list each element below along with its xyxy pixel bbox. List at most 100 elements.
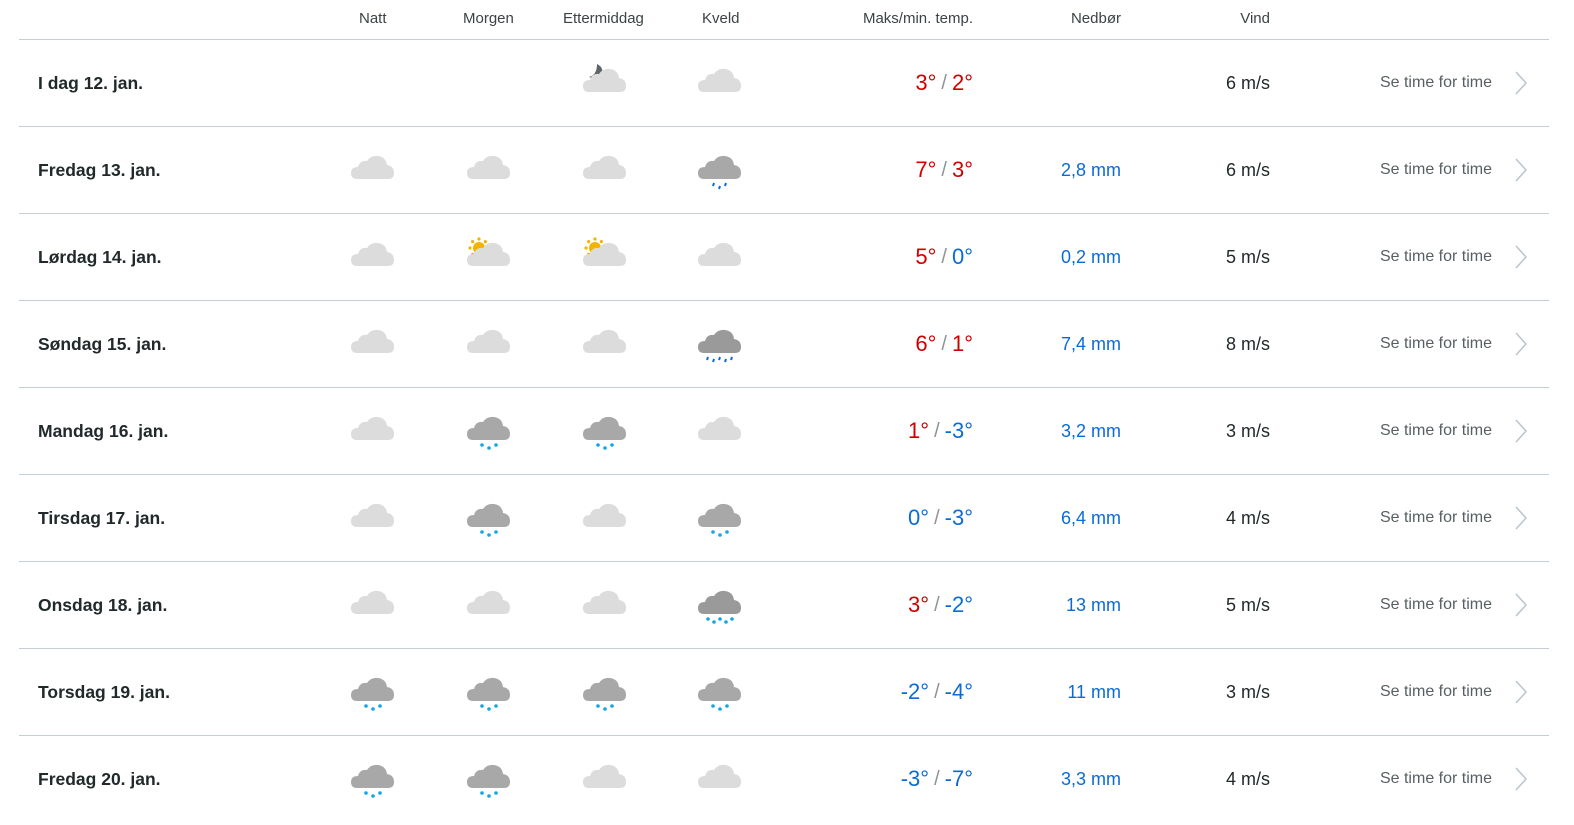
- temperature: 7°/3°: [915, 127, 973, 213]
- forecast-row[interactable]: Tirsdag 17. jan. 0° / -3° 6,4 mm 4 m/s Se …: [19, 475, 1549, 562]
- forecast-row[interactable]: Fredag 20. jan. -3° / -7° 3,3 mm 4 m/s Se …: [19, 736, 1549, 822]
- precipitation: 6,4 mm: [1060, 507, 1121, 528]
- chevron-right-icon[interactable]: [1513, 388, 1529, 474]
- cloudy-icon: [580, 562, 630, 648]
- light-snow-icon: [580, 649, 630, 735]
- cloudy-icon: [348, 475, 398, 561]
- min-temp: -3°: [944, 418, 973, 443]
- light-snow-icon: [464, 649, 514, 735]
- cloudy-icon: [348, 388, 398, 474]
- cloudy-icon: [695, 40, 745, 126]
- hourly-link[interactable]: Se time for time: [1379, 422, 1492, 439]
- cloudy-icon: [464, 562, 514, 648]
- rain-icon: [695, 301, 745, 387]
- cloudy-icon: [580, 475, 630, 561]
- temp-separator: /: [941, 71, 947, 94]
- header-wind: Vind: [1240, 10, 1270, 27]
- chevron-right-icon[interactable]: [1513, 40, 1529, 126]
- forecast-row[interactable]: Mandag 16. jan. 1° / -3° 3,2 mm 3 m/s Se t…: [19, 388, 1549, 475]
- day-label: Fredag 20. jan.: [38, 768, 161, 789]
- temperature: -3° / -7°: [901, 736, 973, 822]
- temp-separator: /: [934, 419, 940, 442]
- max-temp: 5°: [915, 244, 937, 269]
- cloudy-icon: [348, 214, 398, 300]
- light-snow-icon: [464, 736, 514, 822]
- wind: 4 m/s: [1225, 768, 1270, 789]
- wind: 3 m/s: [1225, 420, 1270, 441]
- chevron-right-icon[interactable]: [1513, 649, 1529, 735]
- precipitation: 3,3 mm: [1060, 768, 1121, 789]
- cloudy-icon: [695, 736, 745, 822]
- max-temp: 3°: [915, 70, 937, 95]
- temperature: -2° / -4°: [901, 649, 973, 735]
- max-temp: -2°: [900, 679, 930, 704]
- day-label: Søndag 15. jan.: [38, 333, 167, 354]
- chevron-right-icon[interactable]: [1513, 301, 1529, 387]
- temp-separator: /: [941, 245, 947, 268]
- min-temp: 0°: [951, 244, 973, 269]
- table-header: Natt Morgen Ettermiddag Kveld Maks/min. …: [19, 0, 1549, 40]
- forecast-row[interactable]: Lørdag 14. jan. 5°/0° 0,2 mm 5 m/s Se ti…: [19, 214, 1549, 301]
- forecast-row[interactable]: I dag 12. jan. 3°/2° 6 m/s Se time for t…: [19, 40, 1549, 127]
- wind: 4 m/s: [1225, 507, 1270, 528]
- chevron-right-icon[interactable]: [1513, 475, 1529, 561]
- hourly-link[interactable]: Se time for time: [1379, 509, 1492, 526]
- chevron-right-icon[interactable]: [1513, 562, 1529, 648]
- temp-separator: /: [934, 506, 940, 529]
- partly-cloudy-day-icon: [464, 214, 514, 300]
- chevron-right-icon[interactable]: [1513, 214, 1529, 300]
- precipitation: 13 mm: [1065, 594, 1121, 615]
- hourly-link[interactable]: Se time for time: [1379, 74, 1492, 91]
- hourly-link[interactable]: Se time for time: [1379, 248, 1492, 265]
- forecast-row[interactable]: Torsdag 19. jan. -2° / -4° 11 mm 3 m/s Se …: [19, 649, 1549, 736]
- hourly-link[interactable]: Se time for time: [1379, 683, 1492, 700]
- temp-separator: /: [934, 593, 940, 616]
- max-temp: -3°: [900, 766, 930, 791]
- min-temp: 2°: [951, 70, 973, 95]
- chevron-right-icon[interactable]: [1513, 127, 1529, 213]
- header-precip: Nedbør: [1070, 10, 1121, 27]
- header-natt: Natt: [359, 10, 387, 27]
- min-temp: 1°: [951, 331, 973, 356]
- min-temp: 3°: [951, 157, 973, 182]
- forecast-row[interactable]: Onsdag 18. jan. 3° / -2° 13 mm 5 m/s Se ti…: [19, 562, 1549, 649]
- precipitation: 0,2 mm: [1060, 246, 1121, 267]
- hourly-link[interactable]: Se time for time: [1379, 335, 1492, 352]
- hourly-link[interactable]: Se time for time: [1379, 596, 1492, 613]
- max-temp: 1°: [908, 418, 930, 443]
- precipitation: 7,4 mm: [1060, 333, 1121, 354]
- day-label: Onsdag 18. jan.: [38, 594, 168, 615]
- wind: 6 m/s: [1225, 159, 1270, 180]
- temp-separator: /: [934, 767, 940, 790]
- light-snow-icon: [464, 475, 514, 561]
- light-snow-icon: [580, 388, 630, 474]
- cloudy-icon: [580, 301, 630, 387]
- temp-separator: /: [941, 332, 947, 355]
- min-temp: -7°: [944, 766, 973, 791]
- cloudy-icon: [348, 562, 398, 648]
- hourly-link[interactable]: Se time for time: [1379, 161, 1492, 178]
- temperature: 3°/2°: [915, 40, 973, 126]
- forecast-row[interactable]: Søndag 15. jan. 6°/1° 7,4 mm 8 m/s Se ti…: [19, 301, 1549, 388]
- temperature: 0° / -3°: [908, 475, 973, 561]
- precipitation: 3,2 mm: [1060, 420, 1121, 441]
- day-label: I dag 12. jan.: [38, 72, 144, 93]
- partly-cloudy-night-icon: [580, 40, 630, 126]
- header-kveld: Kveld: [702, 10, 740, 27]
- min-temp: -2°: [944, 592, 973, 617]
- day-label: Lørdag 14. jan.: [38, 246, 162, 267]
- max-temp: 0°: [908, 505, 930, 530]
- temperature: 3° / -2°: [908, 562, 973, 648]
- cloudy-icon: [580, 127, 630, 213]
- max-temp: 6°: [915, 331, 937, 356]
- min-temp: -4°: [944, 679, 973, 704]
- chevron-right-icon[interactable]: [1513, 736, 1529, 822]
- hourly-link[interactable]: Se time for time: [1379, 770, 1492, 787]
- day-label: Tirsdag 17. jan.: [38, 507, 166, 528]
- light-snow-icon: [695, 475, 745, 561]
- wind: 6 m/s: [1225, 72, 1270, 93]
- temperature: 1° / -3°: [908, 388, 973, 474]
- forecast-row[interactable]: Fredag 13. jan. 7°/3° 2,8 mm 6 m/s Se ti…: [19, 127, 1549, 214]
- max-temp: 3°: [908, 592, 930, 617]
- light-snow-icon: [348, 736, 398, 822]
